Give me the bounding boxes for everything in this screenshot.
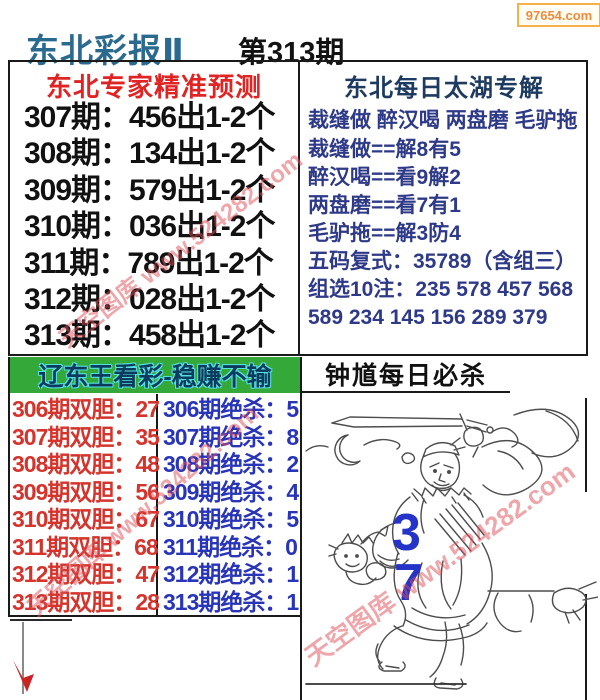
juesha-row: 307期绝杀：8	[163, 424, 299, 450]
juesha-row: 313期绝杀：1	[163, 589, 299, 615]
liaodong-panel-header: 辽东王看彩-稳赚不输	[8, 357, 302, 393]
panel-left-border	[8, 357, 10, 617]
expert-row: 308期：134出1-2个	[24, 137, 275, 170]
taihu-line: 五码复式：35789（含组三）	[308, 250, 577, 273]
juesha-row: 310期绝杀：5	[163, 506, 299, 532]
taihu-line: 醉汉喝==看9解2	[308, 166, 461, 189]
taihu-panel: 东北每日太湖专解 裁缝做 醉汉喝 两盘磨 毛驴拖 裁缝做==解8有5 醉汉喝==…	[298, 62, 588, 354]
juesha-row: 312期绝杀：1	[163, 561, 299, 587]
shuangdan-row: 309期双胆：56	[12, 479, 160, 505]
vertical-divider	[300, 357, 302, 700]
liaodong-panel-title: 辽东王看彩-稳赚不输	[38, 363, 272, 391]
fragment-line	[22, 622, 24, 694]
shuangdan-row: 310期双胆：67	[12, 506, 160, 532]
right-border-segment	[585, 398, 587, 492]
shuangdan-row: 307期双胆：35	[12, 424, 160, 450]
expert-panel-title: 东北专家精准预测	[45, 72, 262, 102]
taihu-line: 两盘磨==看7有1	[308, 194, 461, 217]
shuangdan-row: 306期双胆：27	[12, 396, 160, 422]
taihu-panel-title: 东北每日太湖专解	[344, 75, 544, 102]
taihu-line: 裁缝做==解8有5	[308, 138, 461, 161]
top-box: 东北专家精准预测 307期：456出1-2个 308期：134出1-2个 309…	[8, 60, 588, 356]
expert-panel: 东北专家精准预测 307期：456出1-2个 308期：134出1-2个 309…	[10, 62, 298, 354]
juesha-row: 311期绝杀：0	[163, 534, 298, 560]
page-title: 东北彩报Ⅱ	[26, 32, 185, 69]
shuangdan-row: 311期双胆：68	[12, 534, 159, 560]
expert-row: 311期：789出1-2个	[24, 247, 274, 280]
zhongkui-illustration	[305, 408, 598, 690]
taihu-line: 毛驴拖==解3防4	[308, 222, 461, 245]
taihu-line: 组选10注：235 578 457 568	[308, 278, 574, 301]
juesha-row: 306期绝杀：5	[163, 396, 299, 422]
red-flag-mark	[13, 660, 34, 692]
expert-row: 307期：456出1-2个	[24, 101, 275, 134]
shuangdan-row: 312期双胆：47	[12, 561, 160, 587]
taihu-line: 589 234 145 156 289 379	[308, 306, 548, 329]
site-badge-text: 97654.com	[525, 7, 593, 23]
expert-row: 310期：036出1-2个	[24, 210, 275, 243]
juesha-row: 309期绝杀：4	[163, 479, 299, 505]
expert-row: 312期：028出1-2个	[24, 283, 275, 316]
expert-row: 313期：458出1-2个	[24, 319, 275, 352]
issue-number: 第313期	[238, 37, 345, 69]
juesha-row: 308期绝杀：2	[163, 451, 299, 477]
site-badge: 97654.com	[517, 3, 600, 27]
shuangdan-row: 313期双胆：28	[12, 589, 160, 615]
shuangdan-row: 308期双胆：48	[12, 451, 160, 477]
taihu-line: 裁缝做 醉汉喝 两盘磨 毛驴拖	[308, 109, 578, 132]
fragment-line	[10, 619, 72, 621]
panel-bottom-border	[8, 615, 302, 617]
column-divider	[156, 394, 158, 615]
kill-number-7: 7	[394, 554, 423, 612]
expert-row: 309期：579出1-2个	[24, 174, 275, 207]
zhongkui-panel-title: 钟馗每日必杀	[302, 357, 510, 393]
kill-number-3: 3	[392, 504, 421, 562]
right-border-segment	[585, 594, 587, 700]
